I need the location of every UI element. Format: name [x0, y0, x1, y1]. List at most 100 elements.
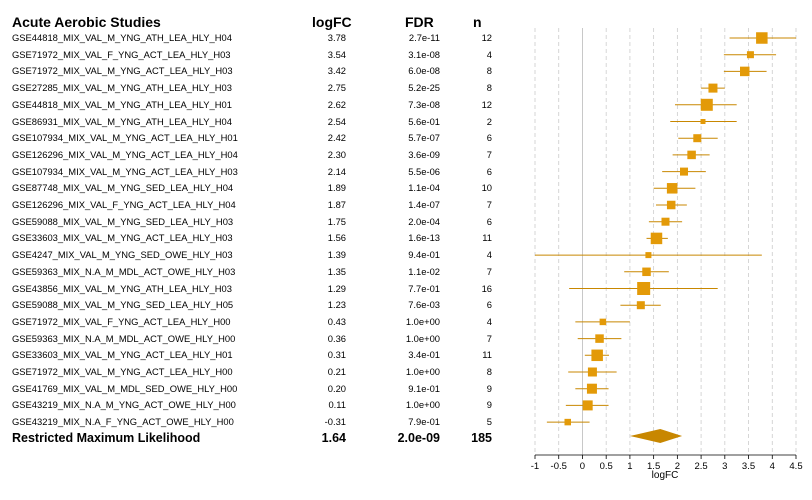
study-logfc: 1.39: [327, 249, 346, 261]
study-logfc: 3.42: [327, 65, 346, 77]
study-n: 7: [486, 148, 492, 160]
point-estimate: [661, 217, 670, 226]
point-estimate: [586, 383, 597, 394]
title-studies: Acute Aerobic Studies: [12, 14, 161, 30]
study-n: 4: [486, 249, 492, 261]
x-tick-label: 0.5: [600, 461, 613, 472]
study-logfc: 1.56: [327, 232, 346, 244]
x-tick-label: 3: [722, 461, 727, 472]
summary-fdr: 2.0e-09: [397, 431, 440, 445]
study-fdr: 2.0e-04: [408, 215, 440, 227]
x-tick-label: 1: [627, 461, 632, 472]
summary-label: Restricted Maximum Likelihood: [12, 431, 201, 445]
study-logfc: 0.11: [328, 399, 346, 411]
study-label: GSE71972_MIX_VAL_F_YNG_ACT_LEA_HLY_H00: [12, 315, 231, 327]
study-n: 8: [486, 65, 492, 77]
study-n: 8: [486, 366, 492, 377]
study-fdr: 3.6e-09: [408, 148, 440, 160]
study-label: GSE41769_MIX_VAL_M_MDL_SED_OWE_HLY_H00: [12, 382, 238, 394]
study-n: 12: [481, 98, 492, 110]
study-fdr: 1.0e+00: [405, 332, 440, 344]
point-estimate: [645, 252, 652, 259]
study-label: GSE126296_MIX_VAL_F_YNG_ACT_LEA_HLY_H04: [12, 199, 236, 210]
study-logfc: 1.35: [327, 265, 346, 277]
study-label: GSE107934_MIX_VAL_M_YNG_ACT_LEA_HLY_H01: [12, 132, 238, 144]
point-estimate: [637, 282, 651, 295]
study-label: GSE59363_MIX_N.A_M_MDL_ACT_OWE_HLY_H03: [12, 265, 236, 277]
study-n: 10: [481, 182, 492, 194]
study-n: 11: [482, 232, 492, 244]
study-n: 4: [486, 48, 492, 60]
study-fdr: 2.7e-11: [408, 32, 440, 43]
study-logfc: 2.30: [327, 148, 346, 160]
study-n: 2: [486, 115, 492, 127]
x-axis-label: logFC: [652, 470, 679, 481]
study-fdr: 1.1e-02: [408, 265, 440, 277]
study-n: 12: [481, 32, 492, 43]
x-tick-label: 1.5: [647, 461, 660, 472]
study-fdr: 5.2e-25: [408, 82, 440, 94]
study-fdr: 1.6e-13: [408, 232, 440, 244]
study-label: GSE43219_MIX_N.A_F_YNG_ACT_OWE_HLY_H00: [12, 416, 234, 428]
point-estimate: [642, 267, 651, 277]
header-fdr: FDR: [405, 14, 434, 30]
study-n: 6: [486, 299, 492, 311]
x-tick-label: 2: [675, 461, 680, 472]
study-fdr: 1.0e+00: [405, 399, 440, 411]
study-n: 4: [486, 315, 492, 327]
study-fdr: 1.0e+00: [405, 315, 440, 327]
summary-n: 185: [471, 431, 492, 445]
study-logfc: 1.89: [327, 182, 346, 194]
study-logfc: 3.78: [327, 32, 346, 43]
study-fdr: 6.0e-08: [408, 65, 440, 77]
study-fdr: 7.6e-03: [408, 299, 440, 311]
study-n: 7: [486, 199, 492, 210]
point-estimate: [591, 349, 603, 362]
point-estimate: [680, 167, 689, 176]
study-fdr: 7.3e-08: [408, 98, 440, 110]
study-label: GSE71972_MIX_VAL_M_YNG_ACT_LEA_HLY_H00: [12, 366, 233, 377]
study-fdr: 1.4e-07: [408, 199, 440, 210]
study-label: GSE33603_MIX_VAL_M_YNG_ACT_LEA_HLY_H03: [12, 232, 233, 244]
x-tick-label: 0: [580, 461, 585, 472]
x-tick-label: 4.5: [789, 461, 802, 472]
point-estimate: [700, 119, 706, 124]
study-fdr: 3.4e-01: [408, 349, 440, 361]
study-n: 8: [486, 82, 492, 94]
study-logfc: 1.29: [327, 282, 346, 294]
point-estimate: [595, 334, 604, 343]
point-estimate: [739, 66, 750, 77]
study-label: GSE4247_MIX_VAL_M_YNG_SED_OWE_HLY_H03: [12, 249, 233, 261]
point-estimate: [756, 32, 768, 44]
study-logfc: 2.75: [327, 82, 346, 94]
x-tick-label: 3.5: [742, 461, 755, 472]
study-logfc: 2.62: [327, 98, 346, 110]
study-logfc: 0.20: [327, 382, 346, 394]
point-estimate: [636, 301, 645, 310]
study-fdr: 1.0e+00: [405, 366, 440, 377]
study-logfc: 0.21: [327, 366, 346, 377]
study-label: GSE43219_MIX_N.A_M_YNG_ACT_OWE_HLY_H00: [12, 399, 236, 411]
study-logfc: 2.54: [327, 115, 346, 127]
study-n: 6: [486, 215, 492, 227]
study-fdr: 9.1e-01: [408, 382, 440, 394]
study-label: GSE87748_MIX_VAL_M_YNG_SED_LEA_HLY_H04: [12, 182, 234, 194]
header-n: n: [473, 14, 482, 30]
study-label: GSE86931_MIX_VAL_M_YNG_ATH_LEA_HLY_H04: [12, 115, 232, 127]
study-n: 5: [486, 416, 492, 428]
study-label: GSE59088_MIX_VAL_M_YNG_SED_LEA_HLY_H05: [12, 299, 234, 311]
x-tick-label: -0.5: [551, 461, 567, 472]
study-fdr: 9.4e-01: [408, 249, 440, 261]
study-n: 9: [486, 399, 492, 411]
point-estimate: [666, 183, 678, 194]
study-logfc: 2.14: [327, 165, 346, 177]
point-estimate: [650, 232, 663, 245]
study-logfc: 0.43: [327, 315, 346, 327]
study-fdr: 7.9e-01: [408, 416, 440, 428]
study-label: GSE107934_MIX_VAL_M_YNG_ACT_LEA_HLY_H03: [12, 165, 238, 177]
study-logfc: 1.23: [327, 299, 346, 311]
point-estimate: [587, 367, 597, 377]
study-label: GSE71972_MIX_VAL_M_YNG_ACT_LEA_HLY_H03: [12, 65, 233, 77]
study-logfc: 3.54: [327, 48, 346, 60]
